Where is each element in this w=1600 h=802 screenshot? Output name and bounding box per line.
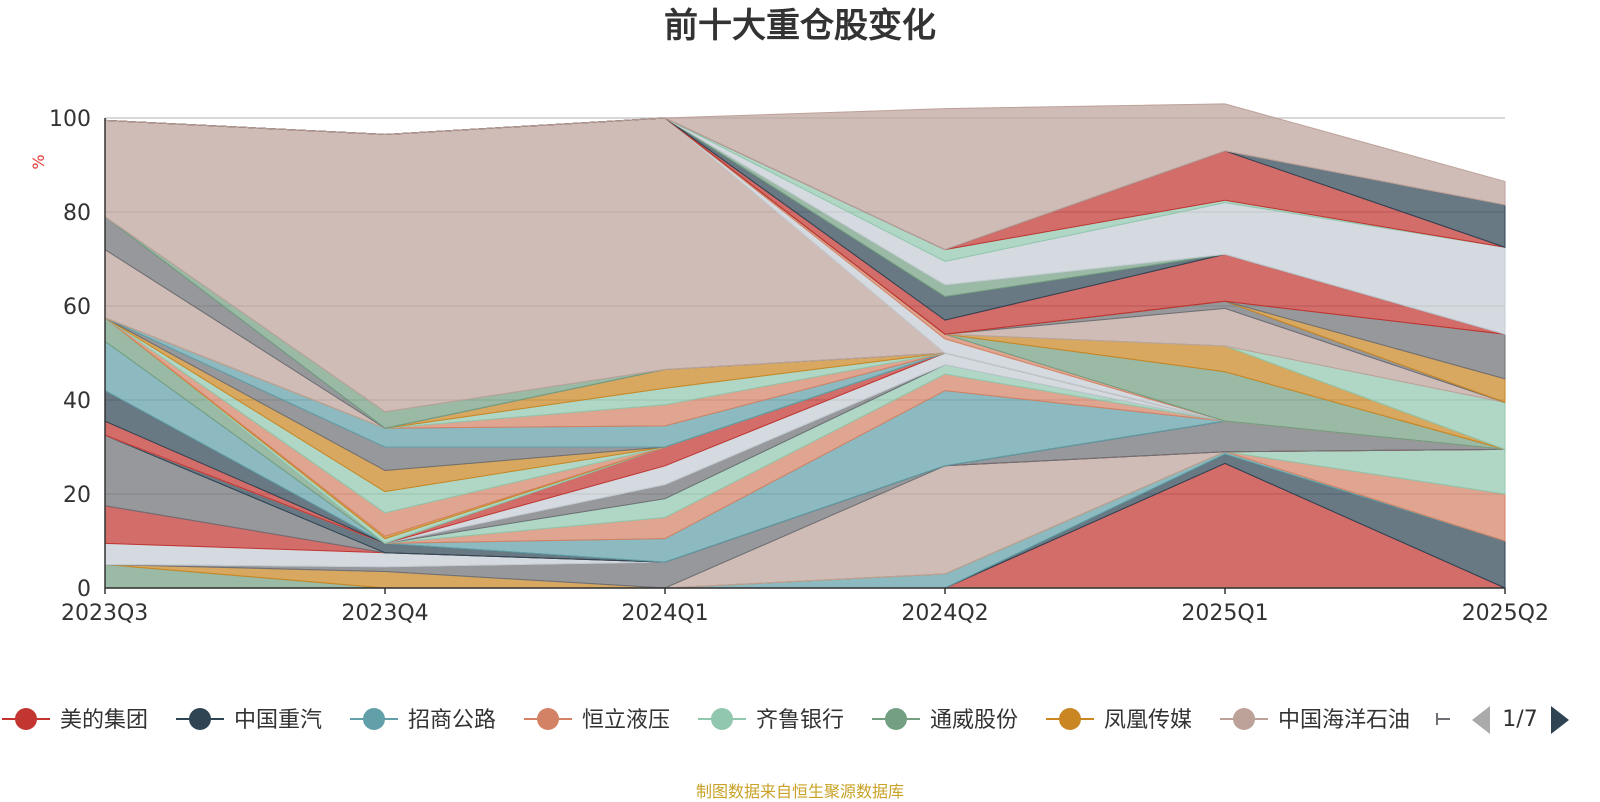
legend-item[interactable]: 中国重汽 xyxy=(176,708,322,733)
legend-label: 恒立液压 xyxy=(582,708,670,733)
legend-marker-icon xyxy=(363,708,385,730)
legend-item[interactable]: 招商公路 xyxy=(350,708,496,733)
legend-label: 中国海洋石油 xyxy=(1278,708,1410,733)
legend-item[interactable]: 恒立液压 xyxy=(524,708,670,733)
x-tick-label: 2023Q3 xyxy=(61,601,148,626)
legend-label: 凤凰传媒 xyxy=(1104,708,1192,733)
chart-title: 前十大重仓股变化 xyxy=(664,6,936,46)
legend-label: 美的集团 xyxy=(60,708,148,733)
x-tick-label: 2025Q2 xyxy=(1462,601,1549,626)
legend-page-indicator: 1/7 xyxy=(1502,707,1537,732)
legend-next-page-icon[interactable] xyxy=(1551,706,1569,734)
legend-prev-page-icon[interactable] xyxy=(1472,706,1490,734)
source-note: 制图数据来自恒生聚源数据库 xyxy=(695,782,904,801)
legend-item[interactable]: 通威股份 xyxy=(872,708,1018,733)
y-tick-label: 0 xyxy=(77,577,91,602)
y-tick-label: 100 xyxy=(49,107,91,132)
legend-marker-icon xyxy=(189,708,211,730)
x-tick-label: 2024Q1 xyxy=(621,601,708,626)
legend-item[interactable]: 齐鲁银行 xyxy=(698,708,844,733)
y-tick-label: 40 xyxy=(63,389,91,414)
y-tick-label: 20 xyxy=(63,483,91,508)
legend-label: 招商公路 xyxy=(408,708,496,733)
legend-marker-icon xyxy=(15,708,37,730)
area-series-group xyxy=(104,103,1506,589)
legend-item[interactable]: 凤凰传媒 xyxy=(1046,708,1192,733)
legend-marker-icon xyxy=(1059,708,1081,730)
x-tick-label: 2025Q1 xyxy=(1181,601,1268,626)
legend-label: 齐鲁银行 xyxy=(756,708,844,733)
legend-label: 通威股份 xyxy=(930,708,1018,733)
axes: 0 20 40 60 80 100 2023Q3 2023Q4 2024Q1 2024Q2 2025… xyxy=(49,107,1549,626)
y-tick-label: 60 xyxy=(63,295,91,320)
legend: 美的集团 中国重汽 招商公路 恒立液压 齐鲁银行 通威股份 凤凰传媒 中国海洋石油 1/7 xyxy=(2,706,1569,734)
legend-label: 中国重汽 xyxy=(234,708,322,733)
y-axis-label: % xyxy=(29,154,48,169)
y-tick-label: 80 xyxy=(63,201,91,226)
area-series xyxy=(104,103,1506,251)
x-tick-label: 2024Q2 xyxy=(901,601,988,626)
legend-item[interactable]: 中国海洋石油 xyxy=(1220,708,1410,733)
legend-marker-icon xyxy=(1233,708,1255,730)
legend-marker-icon xyxy=(537,708,559,730)
legend-marker-icon xyxy=(885,708,907,730)
legend-item[interactable]: 美的集团 xyxy=(2,708,148,733)
x-tick-label: 2023Q4 xyxy=(341,601,428,626)
legend-marker-icon xyxy=(711,708,733,730)
